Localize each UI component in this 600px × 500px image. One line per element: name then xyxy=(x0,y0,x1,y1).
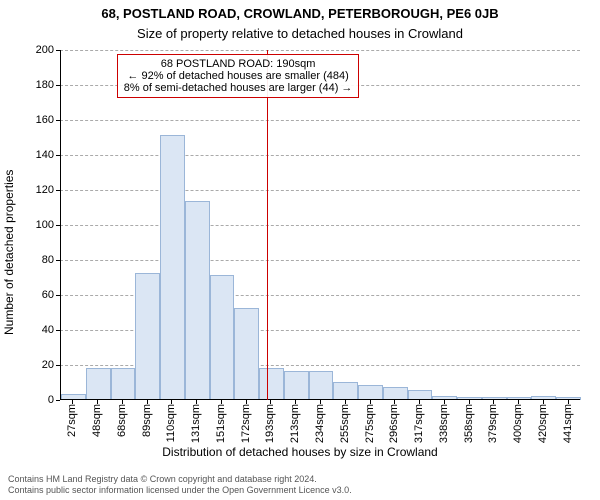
y-tick-label: 100 xyxy=(36,219,60,231)
y-tick-label: 140 xyxy=(36,149,60,161)
chart-title-address: 68, POSTLAND ROAD, CROWLAND, PETERBOROUG… xyxy=(0,6,600,21)
histogram-bar xyxy=(111,368,136,401)
x-tick-label: 420sqm xyxy=(537,400,549,443)
histogram-bar xyxy=(160,135,185,400)
gridline xyxy=(60,260,580,261)
gridline xyxy=(60,155,580,156)
x-tick-label: 110sqm xyxy=(165,400,177,442)
histogram-bar xyxy=(135,273,160,400)
x-tick-label: 441sqm xyxy=(562,400,574,443)
annotation-line-1: 68 POSTLAND ROAD: 190sqm xyxy=(124,58,353,70)
y-tick-label: 60 xyxy=(42,289,60,301)
histogram-bar xyxy=(358,385,383,400)
x-axis-label: Distribution of detached houses by size … xyxy=(0,445,600,459)
annotation-line-3: 8% of semi-detached houses are larger (4… xyxy=(124,82,353,94)
histogram-bar xyxy=(259,368,284,401)
plot-area: 02040608010012014016018020027sqm48sqm68s… xyxy=(60,50,580,400)
chart-container: 68, POSTLAND ROAD, CROWLAND, PETERBOROUG… xyxy=(0,0,600,500)
x-tick-label: 379sqm xyxy=(487,400,499,443)
x-tick-label: 68sqm xyxy=(116,400,128,437)
x-tick-label: 193sqm xyxy=(264,400,276,443)
x-tick-label: 400sqm xyxy=(512,400,524,443)
x-tick-label: 131sqm xyxy=(190,400,202,443)
x-tick-label: 172sqm xyxy=(240,400,252,443)
x-tick-label: 48sqm xyxy=(91,400,103,437)
x-tick-label: 296sqm xyxy=(388,400,400,443)
histogram-bar xyxy=(309,371,334,400)
histogram-bar xyxy=(234,308,259,400)
y-tick-label: 120 xyxy=(36,184,60,196)
y-tick-label: 40 xyxy=(42,324,60,336)
x-tick-label: 317sqm xyxy=(413,400,425,443)
y-tick-label: 160 xyxy=(36,114,60,126)
x-tick-label: 275sqm xyxy=(364,400,376,443)
y-tick-label: 20 xyxy=(42,359,60,371)
gridline xyxy=(60,120,580,121)
histogram-bar xyxy=(284,371,309,400)
x-tick-label: 255sqm xyxy=(339,400,351,443)
histogram-bar xyxy=(333,382,358,401)
x-tick-label: 358sqm xyxy=(463,400,475,443)
annotation-box: 68 POSTLAND ROAD: 190sqm← 92% of detache… xyxy=(117,54,360,98)
x-tick-label: 338sqm xyxy=(438,400,450,443)
y-axis-label: Number of detached properties xyxy=(2,170,16,335)
gridline xyxy=(60,190,580,191)
footer-line-2: Contains public sector information licen… xyxy=(8,485,352,496)
x-tick-label: 89sqm xyxy=(141,400,153,437)
x-tick-label: 151sqm xyxy=(215,400,227,443)
histogram-bar xyxy=(185,201,210,400)
y-tick-label: 80 xyxy=(42,254,60,266)
x-tick-label: 234sqm xyxy=(314,400,326,443)
annotation-line-2: ← 92% of detached houses are smaller (48… xyxy=(124,70,353,82)
gridline xyxy=(60,225,580,226)
histogram-bar xyxy=(210,275,235,400)
footer-attribution: Contains HM Land Registry data © Crown c… xyxy=(8,474,352,497)
histogram-bar xyxy=(383,387,408,400)
reference-line xyxy=(267,50,268,400)
histogram-bar xyxy=(86,368,111,401)
y-tick-label: 0 xyxy=(48,394,60,406)
chart-subtitle: Size of property relative to detached ho… xyxy=(0,26,600,41)
x-tick-label: 27sqm xyxy=(66,400,78,437)
gridline xyxy=(60,50,580,51)
x-tick-label: 213sqm xyxy=(289,400,301,443)
y-tick-label: 200 xyxy=(36,44,60,56)
footer-line-1: Contains HM Land Registry data © Crown c… xyxy=(8,474,352,485)
y-tick-label: 180 xyxy=(36,79,60,91)
